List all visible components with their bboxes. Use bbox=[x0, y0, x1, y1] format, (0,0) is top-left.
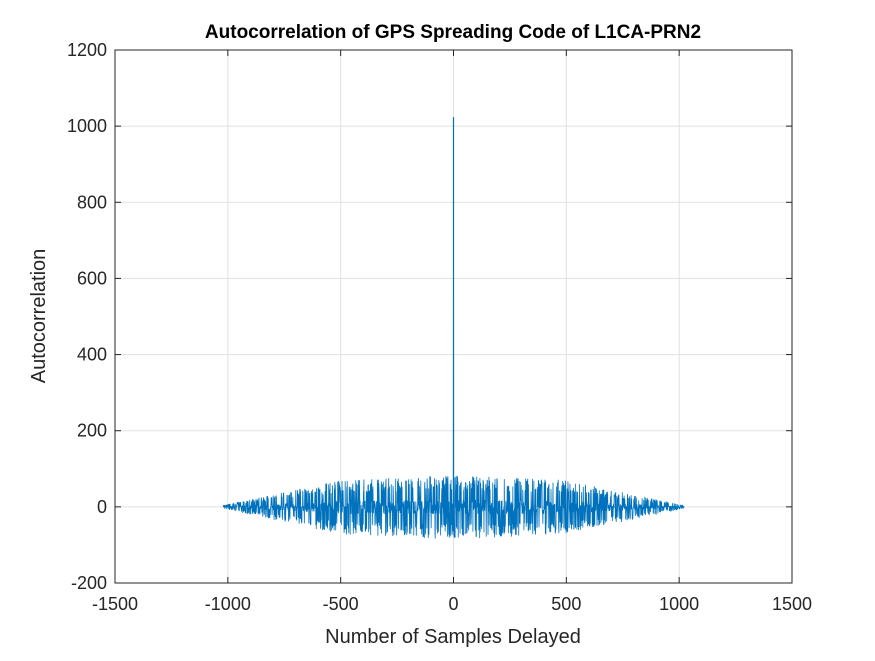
y-axis-label: Autocorrelation bbox=[28, 249, 50, 384]
x-tick-label: 0 bbox=[448, 594, 458, 614]
x-tick-label: -1000 bbox=[205, 594, 251, 614]
y-tick-label: 400 bbox=[77, 345, 107, 365]
y-tick-label: 800 bbox=[77, 192, 107, 212]
x-axis-label: Number of Samples Delayed bbox=[325, 626, 581, 648]
series-layer bbox=[222, 116, 685, 539]
x-tick-label: 1500 bbox=[772, 594, 812, 614]
y-tick-label: 200 bbox=[77, 421, 107, 441]
x-tick-label: 500 bbox=[551, 594, 581, 614]
y-tick-label: 0 bbox=[97, 497, 107, 517]
ticks: -1500 -1000 -500 0 500 1000 1500 -200 0 200 400 600… bbox=[67, 40, 812, 614]
x-tick-label: -1500 bbox=[92, 594, 138, 614]
x-tick-label: -500 bbox=[323, 594, 359, 614]
y-tick-label: -200 bbox=[71, 573, 107, 593]
y-tick-label: 1200 bbox=[67, 40, 107, 60]
y-tick-label: 600 bbox=[77, 268, 107, 288]
chart-title: Autocorrelation of GPS Spreading Code of… bbox=[205, 22, 701, 43]
x-tick-label: 1000 bbox=[659, 594, 699, 614]
y-tick-label: 1000 bbox=[67, 116, 107, 136]
